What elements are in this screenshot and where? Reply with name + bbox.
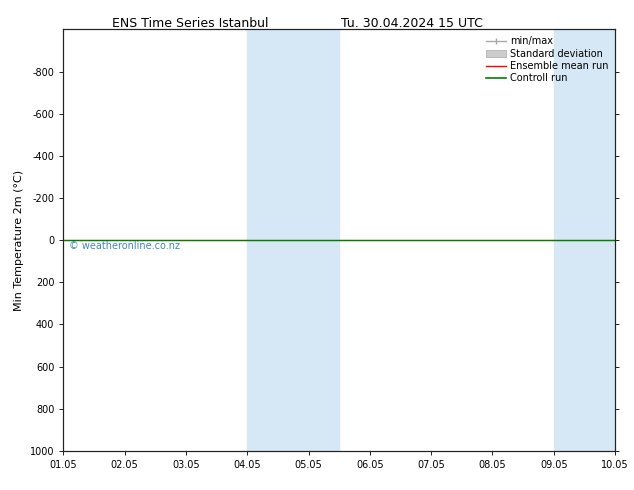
Y-axis label: Min Temperature 2m (°C): Min Temperature 2m (°C): [15, 170, 24, 311]
Bar: [553, 29, 615, 451]
Bar: [247, 29, 339, 451]
Text: Tu. 30.04.2024 15 UTC: Tu. 30.04.2024 15 UTC: [341, 17, 483, 30]
Legend: min/max, Standard deviation, Ensemble mean run, Controll run: min/max, Standard deviation, Ensemble me…: [482, 32, 612, 87]
Text: © weatheronline.co.nz: © weatheronline.co.nz: [69, 242, 180, 251]
Text: ENS Time Series Istanbul: ENS Time Series Istanbul: [112, 17, 268, 30]
